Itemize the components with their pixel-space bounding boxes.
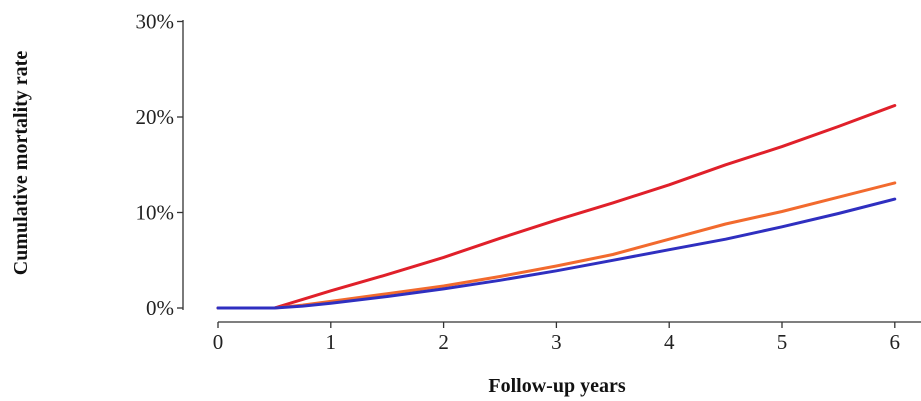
y-tick-label: 20%: [136, 105, 175, 129]
x-tick-label: 6: [890, 330, 901, 354]
x-tick-label: 2: [438, 330, 449, 354]
series-line-1: [216, 104, 897, 310]
x-tick-label: 3: [551, 330, 562, 354]
y-axis-ticks: 0% 10% 20% 30%: [136, 10, 183, 320]
x-axis-ticks: 0 1 2 3 4 5 6: [213, 322, 900, 354]
x-axis-title: Follow-up years: [488, 375, 625, 397]
series-line-2: [216, 181, 897, 310]
y-tick-label: 30%: [136, 10, 175, 34]
series-line-3: [216, 197, 897, 310]
series-lines: [216, 104, 897, 310]
x-tick-label: 5: [777, 330, 788, 354]
x-tick-label: 0: [213, 330, 224, 354]
y-tick-label: 0%: [146, 296, 174, 320]
y-tick-label: 10%: [136, 201, 175, 225]
y-axis-title: Cumulative mortality rate: [10, 51, 32, 276]
plot-area: 0% 10% 20% 30% 0 1 2 3 4 5 6: [136, 10, 921, 354]
x-tick-label: 1: [326, 330, 337, 354]
x-tick-label: 4: [664, 330, 675, 354]
